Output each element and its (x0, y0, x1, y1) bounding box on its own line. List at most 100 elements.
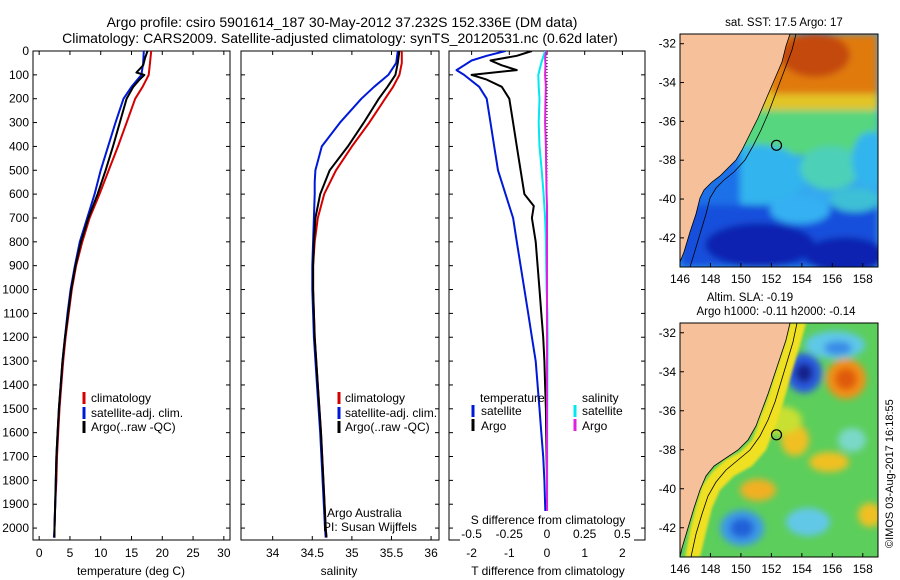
temperature-axes-frame (32, 50, 231, 541)
series-line-difference-1 (470, 51, 548, 538)
map-xtick-label: 152 (761, 562, 781, 576)
sst-land (680, 34, 791, 263)
map-ytick-label: -32 (659, 326, 677, 340)
sla-land (680, 323, 791, 557)
map-xtick-label: 150 (731, 562, 751, 576)
depth-tick-label: 900 (9, 259, 29, 273)
figure-title-line1: Argo profile: csiro 5901614_187 30-May-2… (107, 14, 578, 30)
temperature-legend-argo-label: Argo(..raw -QC) (91, 420, 176, 434)
map-xtick-label: 158 (853, 272, 873, 286)
difference-legend: temperature satellite Argo salinity sate… (471, 391, 623, 433)
s-xtick-label: 0.5 (614, 527, 631, 541)
xtick-label-difference: 2 (619, 546, 626, 560)
map-xtick-label: 150 (731, 272, 751, 286)
xtick-label-temperature: 5 (67, 546, 74, 560)
xtick-label-temperature: 25 (186, 546, 200, 560)
salinity-panel: 34 34.5 35 35.5 36 salinity climatology sate… (240, 50, 440, 578)
legend-temperature-title: temperature (480, 391, 545, 405)
depth-tick-label: 1100 (3, 306, 29, 320)
xtick-label-salinity: 34 (266, 546, 280, 560)
temperature-xlabel: temperature (deg C) (77, 564, 185, 578)
series-line-difference-3 (544, 51, 548, 538)
salinity-annotation-line1: Argo Australia (327, 506, 402, 520)
series-line-difference-0 (455, 51, 548, 538)
map-ytick-label: -42 (659, 231, 677, 245)
xtick-label-difference: -2 (466, 546, 477, 560)
map-ytick-label: -42 (659, 521, 677, 535)
sst-argo-position-marker (770, 139, 783, 151)
depth-tick-label: 2000 (2, 521, 29, 535)
series-line-temperature-1 (52, 51, 145, 538)
xtick-label-salinity: 35 (345, 546, 359, 560)
series-line-salinity-0 (312, 51, 403, 538)
xtick-label-temperature: 10 (94, 546, 108, 560)
map-ytick-label: -40 (659, 482, 677, 496)
map-xtick-label: 156 (822, 562, 842, 576)
map-ytick-label: -36 (659, 114, 677, 128)
xtick-label-salinity: 34.5 (301, 546, 325, 560)
map-ytick-label: -40 (659, 192, 677, 206)
sst-map: sat. SST: 17.5 Argo: 17 (659, 17, 879, 286)
depth-tick-label: 1400 (2, 378, 29, 392)
figure-title-line2: Climatology: CARS2009. Satellite-adjuste… (62, 30, 618, 46)
salinity-axes-frame (240, 50, 440, 541)
xtick-label-difference: 1 (581, 546, 588, 560)
t-difference-label: T difference from climatology (471, 564, 625, 578)
s-xtick-label: 0 (544, 527, 551, 541)
map-xtick-label: 148 (700, 562, 720, 576)
series-line-temperature-2 (53, 51, 149, 538)
sla-map-title-line2: Argo h1000: -0.11 h2000: -0.14 (697, 306, 857, 318)
xtick-label-difference: 0 (544, 546, 551, 560)
depth-tick-label: 100 (9, 68, 29, 82)
depth-tick-label: 500 (9, 163, 29, 177)
map-xtick-label: 146 (670, 272, 690, 286)
depth-tick-label: 1700 (2, 450, 29, 464)
xtick-label-temperature: 15 (125, 546, 139, 560)
salinity-legend-climatology-label: climatology (345, 391, 405, 405)
map-ytick-label: -36 (659, 404, 677, 418)
legend-salinity-satellite-label: satellite (582, 404, 623, 418)
series-line-salinity-1 (311, 51, 399, 538)
map-xtick-label: 152 (761, 272, 781, 286)
salinity-legend-argo-label: Argo(..raw -QC) (345, 420, 430, 434)
depth-tick-label: 300 (9, 116, 29, 130)
salinity-xlabel: salinity (321, 564, 358, 578)
s-xtick-label: -0.25 (496, 527, 524, 541)
difference-panel: -2 -1 0 1 2 S difference from climatology -0… (448, 50, 646, 578)
depth-tick-label: 700 (9, 211, 29, 225)
xtick-label-temperature: 30 (217, 546, 231, 560)
sst-map-title: sat. SST: 17.5 Argo: 17 (725, 17, 843, 29)
legend-salinity-title: salinity (582, 391, 619, 405)
map-xtick-label: 158 (853, 562, 873, 576)
s-xtick-label: -0.5 (461, 527, 482, 541)
sla-coastal-band (685, 323, 806, 557)
map-xtick-label: 154 (792, 562, 812, 576)
s-difference-label: S difference from climatology (471, 513, 626, 527)
temperature-legend: climatology satellite-adj. clim. Argo(..… (82, 391, 183, 434)
sla-map-title-line1: Altim. SLA: -0.19 (707, 292, 793, 304)
s-axis-label-backdrop (460, 511, 634, 541)
map-ytick-label: -38 (659, 443, 677, 457)
sla-field (720, 331, 878, 546)
depth-tick-label: 200 (9, 92, 29, 106)
sla-map-frame (679, 322, 879, 558)
depth-tick-label: 1800 (2, 473, 29, 487)
salinity-legend-satellite-label: satellite-adj. clim. (345, 406, 437, 420)
depth-tick-label: 800 (9, 235, 29, 249)
depth-tick-label: 1000 (2, 283, 29, 297)
map-ytick-label: -38 (659, 153, 677, 167)
temperature-legend-satellite-label: satellite-adj. clim. (91, 406, 183, 420)
depth-tick-label: 600 (9, 187, 29, 201)
sla-argo-position-marker (770, 429, 783, 441)
depth-tick-label: 1200 (2, 330, 29, 344)
salinity-legend: climatology satellite-adj. clim. Argo(..… (337, 391, 437, 434)
series-line-salinity-2 (312, 51, 401, 538)
temperature-legend-climatology-label: climatology (91, 391, 151, 405)
sla-map: Altim. SLA: -0.19 Argo h1000: -0.11 h200… (659, 292, 879, 576)
credit-text: ©IMOS 03-Aug-2017 16:18:55 (884, 399, 896, 548)
map-xtick-label: 148 (700, 272, 720, 286)
depth-tick-label: 1600 (2, 426, 29, 440)
depth-tick-label: 0 (22, 44, 29, 58)
xtick-label-difference: -1 (504, 546, 515, 560)
